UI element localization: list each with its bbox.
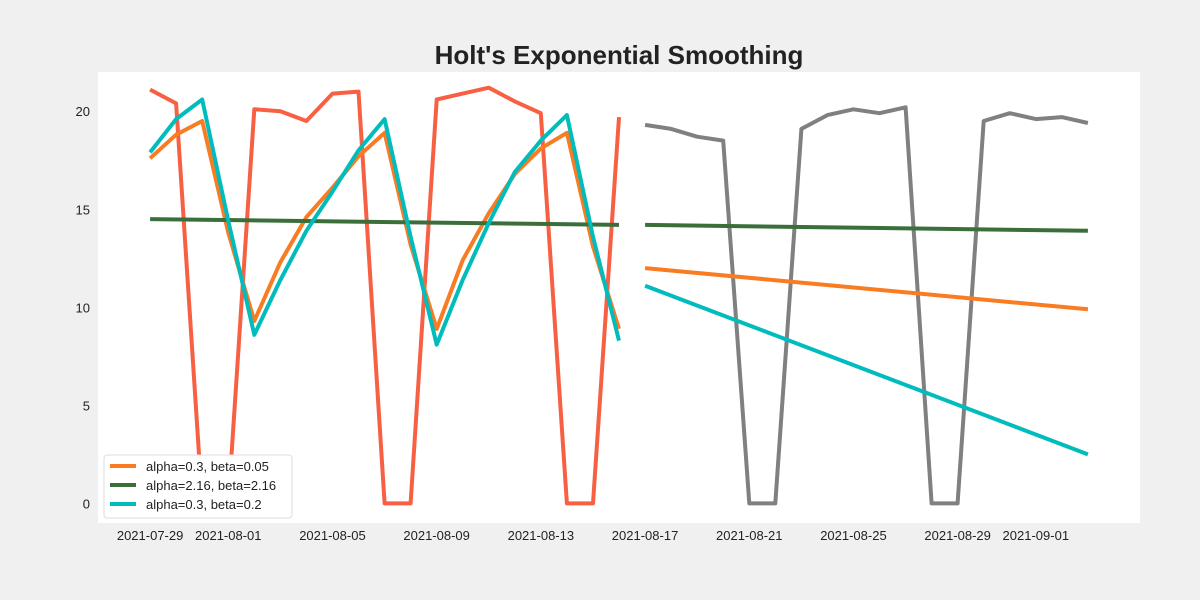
legend: alpha=0.3, beta=0.05 alpha=2.16, beta=2.1… (103, 454, 293, 519)
series-line-7 (644, 283, 1089, 457)
x-tick-label: 2021-08-05 (299, 528, 366, 543)
legend-label: alpha=2.16, beta=2.16 (146, 478, 276, 493)
legend-label: alpha=0.3, beta=0.2 (146, 497, 262, 512)
y-tick-label: 15 (76, 202, 90, 217)
legend-label: alpha=0.3, beta=0.05 (146, 459, 269, 474)
x-axis: 2021-07-29 2021-08-01 2021-08-05 2021-08-09… (117, 528, 1069, 543)
x-tick-label: 2021-08-13 (508, 528, 575, 543)
series-line-3 (148, 97, 621, 347)
y-tick-label: 5 (83, 398, 90, 413)
series-line-4 (644, 105, 1089, 506)
series-line-5 (645, 222, 1088, 233)
x-tick-label: 2021-08-09 (403, 528, 470, 543)
y-tick-label: 20 (76, 104, 90, 119)
x-tick-label: 2021-08-21 (716, 528, 783, 543)
series-line-6 (644, 266, 1089, 312)
x-tick-label: 2021-08-17 (612, 528, 679, 543)
x-tick-label: 2021-07-29 (117, 528, 184, 543)
x-tick-label: 2021-09-01 (1003, 528, 1070, 543)
x-tick-label: 2021-08-29 (924, 528, 991, 543)
x-tick-label: 2021-08-25 (820, 528, 887, 543)
y-axis: 0 5 10 15 20 (76, 104, 90, 511)
series-line-1 (148, 119, 621, 331)
y-tick-label: 0 (83, 496, 90, 511)
legend-box (103, 454, 293, 519)
chart-title: Holt's Exponential Smoothing (435, 40, 804, 70)
y-tick-label: 10 (76, 300, 90, 315)
x-tick-label: 2021-08-01 (195, 528, 262, 543)
